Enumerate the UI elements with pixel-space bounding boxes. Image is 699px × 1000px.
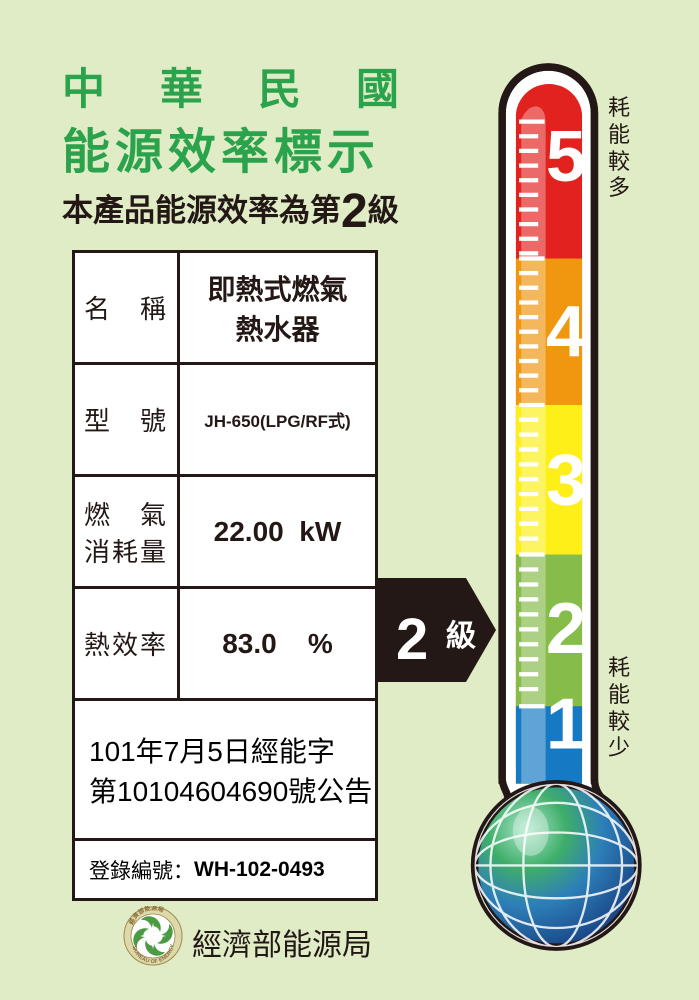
svg-text:3: 3 [546,441,586,521]
svg-text:4: 4 [546,292,586,372]
svg-text:2: 2 [546,589,586,669]
svg-text:2: 2 [396,607,428,672]
svg-text:5: 5 [546,117,586,197]
svg-text:1: 1 [546,685,586,765]
